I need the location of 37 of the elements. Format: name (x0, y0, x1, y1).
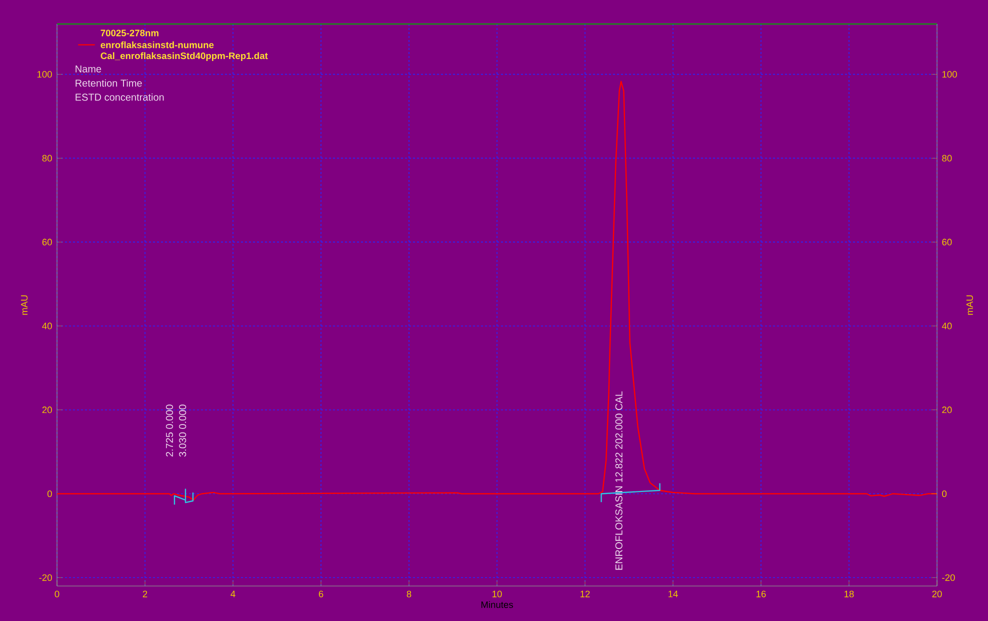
y2-tick-label: -20 (942, 574, 955, 581)
annotation: ESTD concentration (76, 93, 164, 101)
annotation: ENROFLOKSASIN 12.822 202.000 CAL (615, 391, 622, 570)
y2-axis-title: mAU (966, 295, 973, 315)
y-tick-label: 100 (37, 71, 52, 78)
annotation: 2.725 0.000 (166, 404, 174, 457)
x-tick-label: 18 (844, 590, 854, 598)
y2-tick-label: 20 (942, 406, 952, 414)
x-axis-title: Minutes (481, 601, 514, 608)
x-tick-label: 0 (54, 590, 60, 598)
x-tick-label: 14 (668, 590, 678, 598)
x-tick-label: 10 (492, 590, 502, 598)
legend-title: 70025-278nm (100, 30, 158, 36)
x-tick-label: 8 (406, 590, 412, 598)
x-tick-label: 2 (142, 590, 148, 598)
y-axis-title: mAU (21, 295, 28, 315)
annotation: Name (76, 65, 102, 72)
annotation: Cal_enroflaksasinStd40ppm-Rep1.dat (100, 52, 268, 61)
legend-label: enroflaksasinstd-numune (100, 41, 214, 48)
y2-tick-label: 0 (942, 490, 947, 498)
x-tick-label: 20 (932, 590, 942, 598)
y-tick-label: 80 (42, 154, 52, 162)
x-tick-label: 4 (230, 590, 236, 598)
y2-tick-label: 100 (942, 71, 957, 78)
x-tick-label: 6 (318, 590, 324, 598)
x-tick-label: 12 (580, 590, 590, 598)
y-tick-label: 60 (42, 238, 52, 246)
y2-tick-label: 80 (942, 154, 952, 162)
y-tick-label: 40 (42, 322, 52, 330)
x-tick-label: 16 (756, 590, 766, 598)
y-tick-label: -20 (39, 574, 52, 581)
annotation: Retention Time (76, 79, 142, 87)
y-tick-label: 0 (47, 490, 52, 498)
y2-tick-label: 40 (942, 322, 952, 330)
y-tick-label: 20 (42, 406, 52, 414)
annotation: 3.030 0.000 (179, 404, 186, 457)
y2-tick-label: 60 (942, 238, 952, 246)
